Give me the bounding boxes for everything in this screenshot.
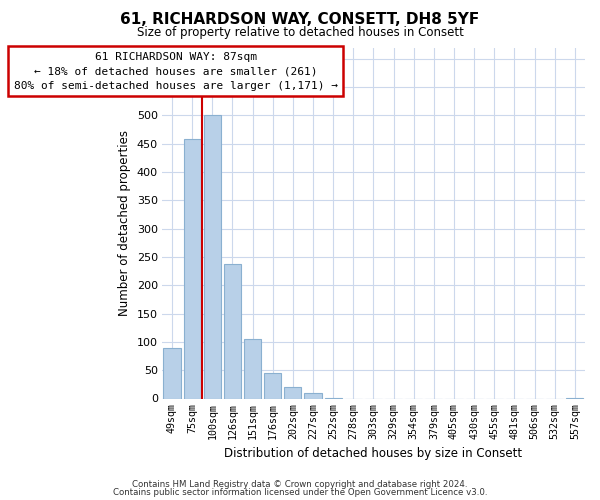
Bar xyxy=(264,373,281,398)
Text: 61, RICHARDSON WAY, CONSETT, DH8 5YF: 61, RICHARDSON WAY, CONSETT, DH8 5YF xyxy=(121,12,479,28)
Text: Contains HM Land Registry data © Crown copyright and database right 2024.: Contains HM Land Registry data © Crown c… xyxy=(132,480,468,489)
Text: 61 RICHARDSON WAY: 87sqm
← 18% of detached houses are smaller (261)
80% of semi-: 61 RICHARDSON WAY: 87sqm ← 18% of detach… xyxy=(14,52,338,91)
Bar xyxy=(284,387,301,398)
Bar xyxy=(204,116,221,399)
X-axis label: Distribution of detached houses by size in Consett: Distribution of detached houses by size … xyxy=(224,447,523,460)
Y-axis label: Number of detached properties: Number of detached properties xyxy=(118,130,131,316)
Text: Contains public sector information licensed under the Open Government Licence v3: Contains public sector information licen… xyxy=(113,488,487,497)
Text: Size of property relative to detached houses in Consett: Size of property relative to detached ho… xyxy=(137,26,463,39)
Bar xyxy=(224,264,241,398)
Bar xyxy=(304,393,322,398)
Bar xyxy=(244,339,261,398)
Bar xyxy=(184,139,201,398)
Bar xyxy=(163,348,181,399)
